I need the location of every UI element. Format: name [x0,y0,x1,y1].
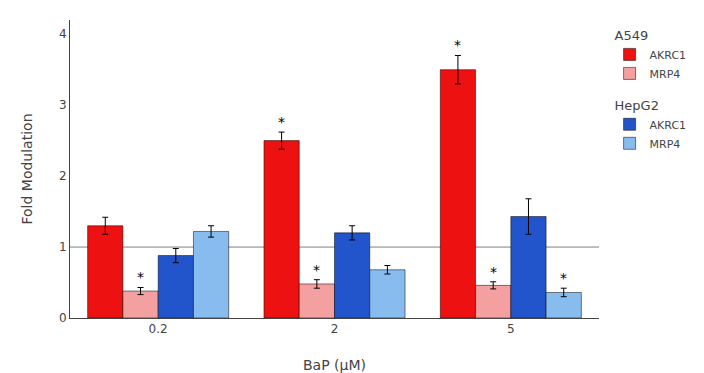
svg-text:MRP4: MRP4 [650,68,681,81]
svg-text:Fold Modulation: Fold Modulation [19,113,35,224]
svg-text:AKRC1: AKRC1 [650,119,687,132]
svg-text:BaP (μM): BaP (μM) [303,357,366,373]
svg-text:3: 3 [59,98,67,112]
svg-text:A549: A549 [615,28,649,43]
svg-text:MRP4: MRP4 [650,138,681,151]
svg-text:*: * [137,269,144,285]
svg-text:AKRC1: AKRC1 [650,49,687,62]
svg-text:*: * [278,114,285,130]
svg-text:0.2: 0.2 [149,322,168,336]
svg-text:*: * [313,262,320,278]
svg-text:2: 2 [331,322,339,336]
svg-text:*: * [490,264,497,280]
svg-text:5: 5 [507,322,515,336]
svg-text:2: 2 [59,169,67,183]
svg-text:HepG2: HepG2 [615,98,659,113]
svg-text:*: * [560,270,567,286]
svg-text:0: 0 [59,311,67,325]
svg-text:1: 1 [59,240,67,254]
svg-text:4: 4 [59,27,67,41]
svg-text:*: * [454,37,461,53]
